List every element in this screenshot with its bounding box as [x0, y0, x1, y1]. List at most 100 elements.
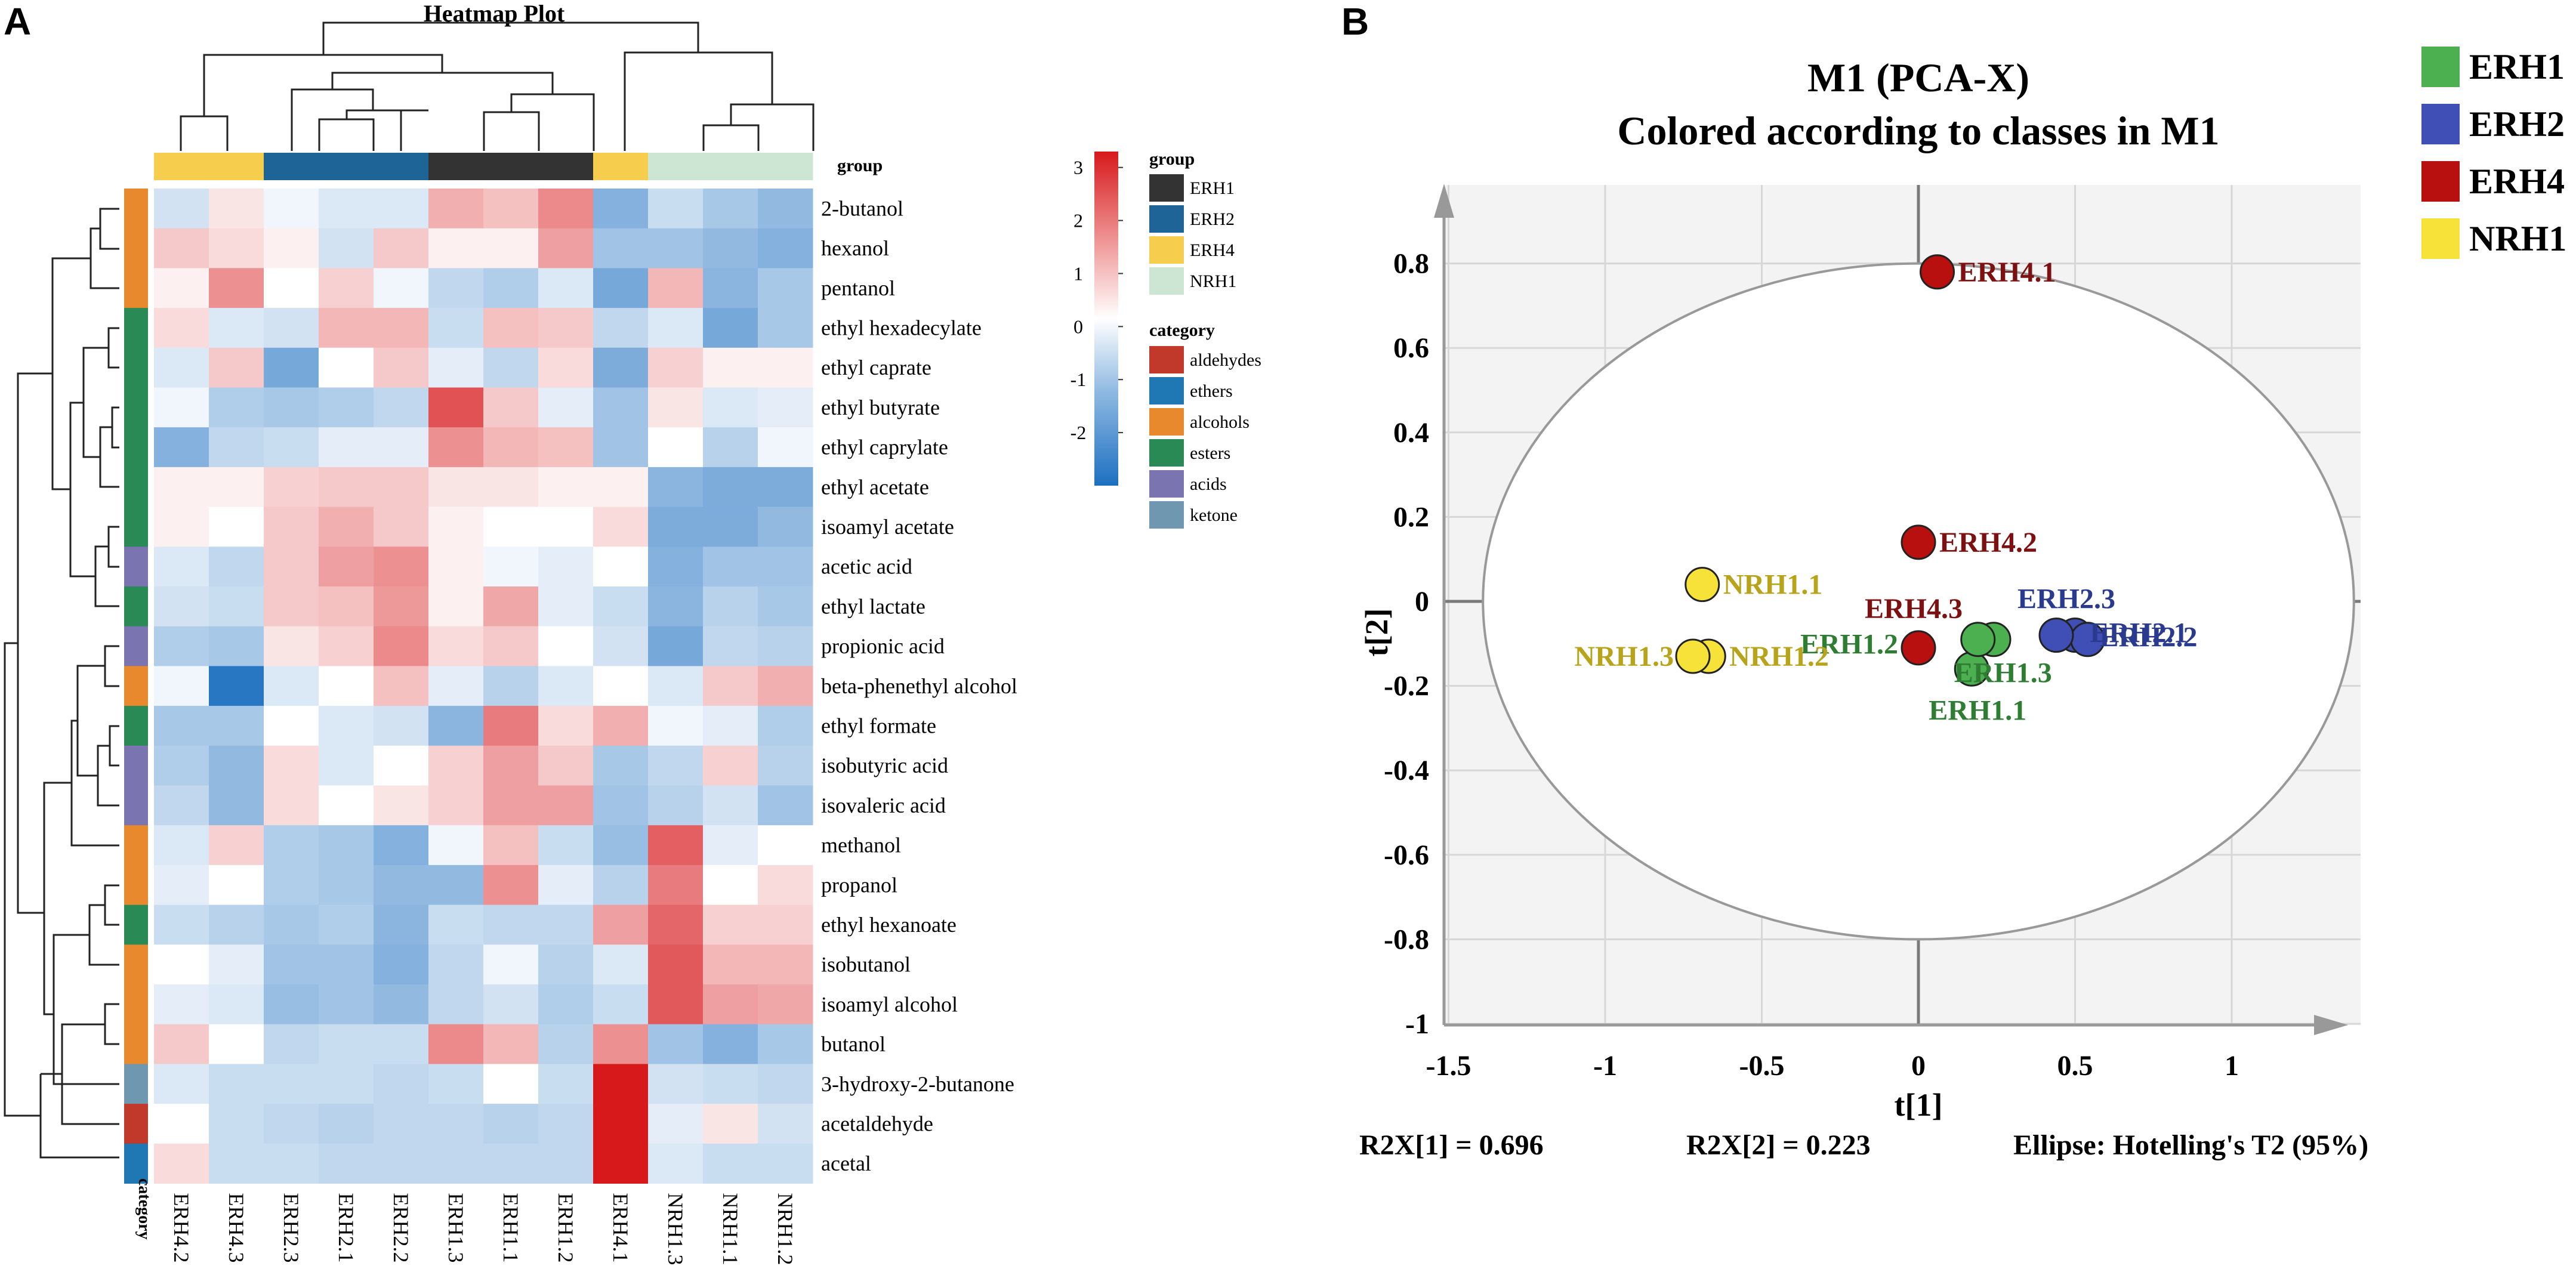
heatmap-cell: [428, 864, 484, 906]
heatmap-cell: [154, 904, 209, 945]
row-label: isobutyric acid: [821, 754, 948, 777]
heatmap-cell: [428, 268, 484, 308]
category-legend-label: ethers: [1190, 381, 1233, 401]
heatmap-cell: [264, 387, 319, 428]
heatmap-cell: [264, 626, 319, 666]
heatmap-cell: [483, 666, 539, 706]
x-tick-label: -1: [1593, 1050, 1617, 1082]
heatmap-cell: [154, 228, 209, 268]
heatmap-cell: [703, 745, 758, 786]
heatmap-cell: [648, 785, 704, 826]
colorbar-tick-label: -1: [1070, 369, 1087, 390]
heatmap-cell: [483, 189, 539, 229]
score-point: [1960, 622, 1996, 657]
category-legend-swatch: [1149, 377, 1184, 405]
heatmap-cell: [703, 706, 758, 746]
heatmap-cell: [374, 904, 429, 945]
legend-label: NRH1: [2469, 219, 2566, 258]
x-axis-arrow: [2314, 1015, 2348, 1035]
heatmap-cell: [538, 387, 594, 428]
row-label: ethyl hexadecylate: [821, 316, 982, 339]
hotelling-ellipse: [1482, 262, 2355, 941]
point-label: ERH1.1: [1929, 694, 2026, 726]
column-label: ERH1.3: [444, 1193, 468, 1263]
row-label: acetal: [821, 1151, 871, 1175]
heatmap-cell: [648, 984, 704, 1025]
score-point: [1685, 567, 1720, 603]
x-tick-label: 0.5: [2057, 1050, 2093, 1082]
row-label: acetic acid: [821, 555, 912, 579]
heatmap-cell: [319, 984, 374, 1025]
pca-panel: M1 (PCA-X) Colored according to classes …: [1359, 47, 2566, 1161]
heatmap-cell: [538, 944, 594, 985]
heatmap-cell: [483, 387, 539, 428]
heatmap-cell: [648, 268, 704, 308]
row-label: isobutanol: [821, 953, 911, 977]
category-legend: aldehydes ethers alcohols esters acids ketone: [1149, 346, 1261, 529]
heatmap-cell: [758, 1104, 813, 1144]
colorbar-tick-label: 1: [1073, 263, 1083, 284]
point-label: NRH1.3: [1574, 641, 1674, 672]
heatmap-cell: [648, 666, 704, 706]
heatmap-cell: [483, 984, 539, 1025]
heatmap-cell: [319, 189, 374, 229]
group-legend-label: ERH2: [1190, 209, 1235, 229]
heatmap-cell: [648, 706, 704, 746]
category-legend-label: aldehydes: [1190, 350, 1261, 370]
category-legend-swatch: [1149, 346, 1184, 373]
category-bar-cell: [124, 268, 148, 308]
heatmap-cell: [538, 785, 594, 826]
heatmap-cell: [538, 984, 594, 1025]
category-bar-cell: [124, 507, 148, 547]
heatmap-cell: [264, 1143, 319, 1184]
group-bar-cell: [428, 153, 484, 180]
heatmap-cell: [758, 387, 813, 428]
heatmap-cell: [374, 944, 429, 985]
heatmap-cell: [593, 785, 649, 826]
row-label: ethyl lactate: [821, 594, 925, 618]
heatmap-cell: [758, 864, 813, 906]
heatmap-cell: [483, 864, 539, 906]
heatmap-cell: [428, 745, 484, 786]
heatmap-cell: [703, 387, 758, 428]
heatmap-panel: Heatmap Plot group: [4, 0, 1261, 1265]
heatmap-cell: [758, 507, 813, 547]
point-label: ERH2.3: [2017, 583, 2115, 615]
group-legend-swatch: [1149, 267, 1184, 295]
heatmap-cell: [264, 706, 319, 746]
heatmap-cell: [264, 825, 319, 866]
colorbar-tick-label: -2: [1070, 422, 1087, 443]
heatmap-cell: [209, 268, 264, 308]
heatmap-cell: [319, 944, 374, 985]
heatmap-cell: [264, 904, 319, 945]
heatmap-cell: [538, 308, 594, 348]
heatmap-cell: [319, 745, 374, 786]
heatmap-cell: [374, 308, 429, 348]
heatmap-cell: [319, 864, 374, 906]
heatmap-cell: [648, 546, 704, 587]
column-label: NRH1.2: [773, 1193, 797, 1265]
group-bar-cell: [593, 153, 649, 180]
category-legend-swatch: [1149, 501, 1184, 529]
heatmap-cell: [374, 626, 429, 666]
heatmap-cell: [428, 507, 484, 547]
heatmap-cell: [154, 507, 209, 547]
y-axis-title: t[2]: [1359, 609, 1395, 657]
y-tick-label: 0: [1415, 586, 1429, 617]
heatmap-cell: [758, 904, 813, 945]
heatmap-cell: [209, 347, 264, 388]
heatmap-cell: [538, 427, 594, 468]
heatmap-cell: [648, 507, 704, 547]
heatmap-cell: [483, 507, 539, 547]
heatmap-cell: [264, 745, 319, 786]
heatmap-cell: [703, 785, 758, 826]
heatmap-cell: [209, 666, 264, 706]
group-bar-cell: [648, 153, 704, 180]
heatmap-cell: [209, 1064, 264, 1104]
heatmap-cell: [483, 268, 539, 308]
category-legend-swatch: [1149, 408, 1184, 436]
heatmap-cell: [428, 1104, 484, 1144]
row-label: pentanol: [821, 276, 895, 300]
heatmap-cell: [593, 984, 649, 1025]
category-legend-label: acids: [1190, 474, 1227, 494]
